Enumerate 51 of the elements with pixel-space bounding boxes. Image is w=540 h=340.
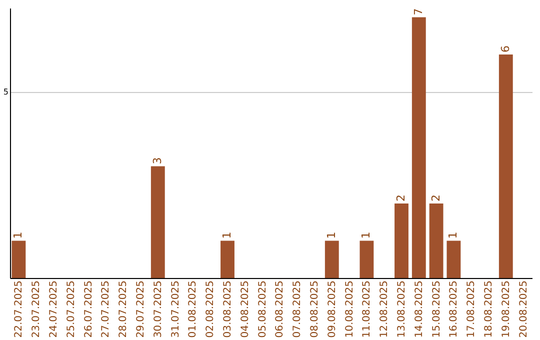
data-label: 2 (394, 194, 408, 202)
bar (394, 204, 408, 278)
x-tick-label: 18.08.2025 (484, 280, 494, 338)
x-tick-label: 15.08.2025 (431, 280, 442, 338)
data-label: 7 (412, 8, 425, 16)
data-label: 1 (360, 232, 373, 239)
bar (220, 240, 234, 278)
x-tick-label: 30.07.2025 (152, 280, 164, 338)
x-tick-label: 05.08.2025 (257, 280, 268, 338)
x-tick-label: 14.08.2025 (414, 280, 425, 338)
x-tick-label: 08.08.2025 (310, 280, 320, 338)
x-tick-label: 12.08.2025 (379, 280, 390, 338)
bar (446, 240, 461, 278)
bar (324, 240, 339, 278)
x-tick-label: 24.07.2025 (48, 280, 60, 338)
x-tick-label: 22.07.2025 (14, 280, 25, 338)
data-label: 3 (150, 157, 164, 164)
x-tick-label: 07.08.2025 (292, 280, 304, 338)
bar (360, 240, 374, 278)
x-tick-label: 28.07.2025 (118, 280, 130, 338)
x-tick-label: 04.08.2025 (240, 280, 251, 338)
x-tick-label: 13.08.2025 (396, 280, 408, 338)
x-tick-label: 31.07.2025 (170, 280, 182, 338)
x-tick-label: 26.07.2025 (83, 280, 94, 338)
x-tick-label: 03.08.2025 (222, 280, 234, 338)
x-tick-label: 06.08.2025 (274, 280, 286, 338)
bar (498, 54, 513, 278)
x-tick-label: 19.08.2025 (500, 280, 512, 338)
x-tick-label: 27.07.2025 (100, 280, 112, 338)
data-label: 2 (429, 194, 442, 202)
x-tick-label: 25.07.2025 (66, 280, 77, 338)
x-tick-label: 17.08.2025 (466, 280, 478, 338)
data-label: 1 (12, 232, 25, 239)
bar (412, 17, 426, 278)
x-tick-label: 29.07.2025 (136, 280, 146, 338)
x-tick-label: 01.08.2025 (188, 280, 199, 338)
bar (12, 240, 26, 278)
data-label: 1 (446, 232, 460, 239)
x-tick-label: 23.07.2025 (31, 280, 42, 338)
y-tick-label: 5 (3, 87, 8, 96)
bar (150, 166, 165, 278)
bar (429, 204, 444, 278)
x-tick-label: 02.08.2025 (205, 280, 216, 338)
x-tick-label: 09.08.2025 (326, 280, 338, 338)
x-tick-label: 10.08.2025 (344, 280, 356, 338)
x-tick-label: 20.08.2025 (518, 280, 530, 338)
data-label: 6 (498, 46, 512, 53)
data-label: 1 (324, 232, 338, 239)
data-label: 1 (220, 232, 234, 239)
x-tick-label: 11.08.2025 (362, 280, 373, 338)
x-tick-label: 16.08.2025 (448, 280, 460, 338)
